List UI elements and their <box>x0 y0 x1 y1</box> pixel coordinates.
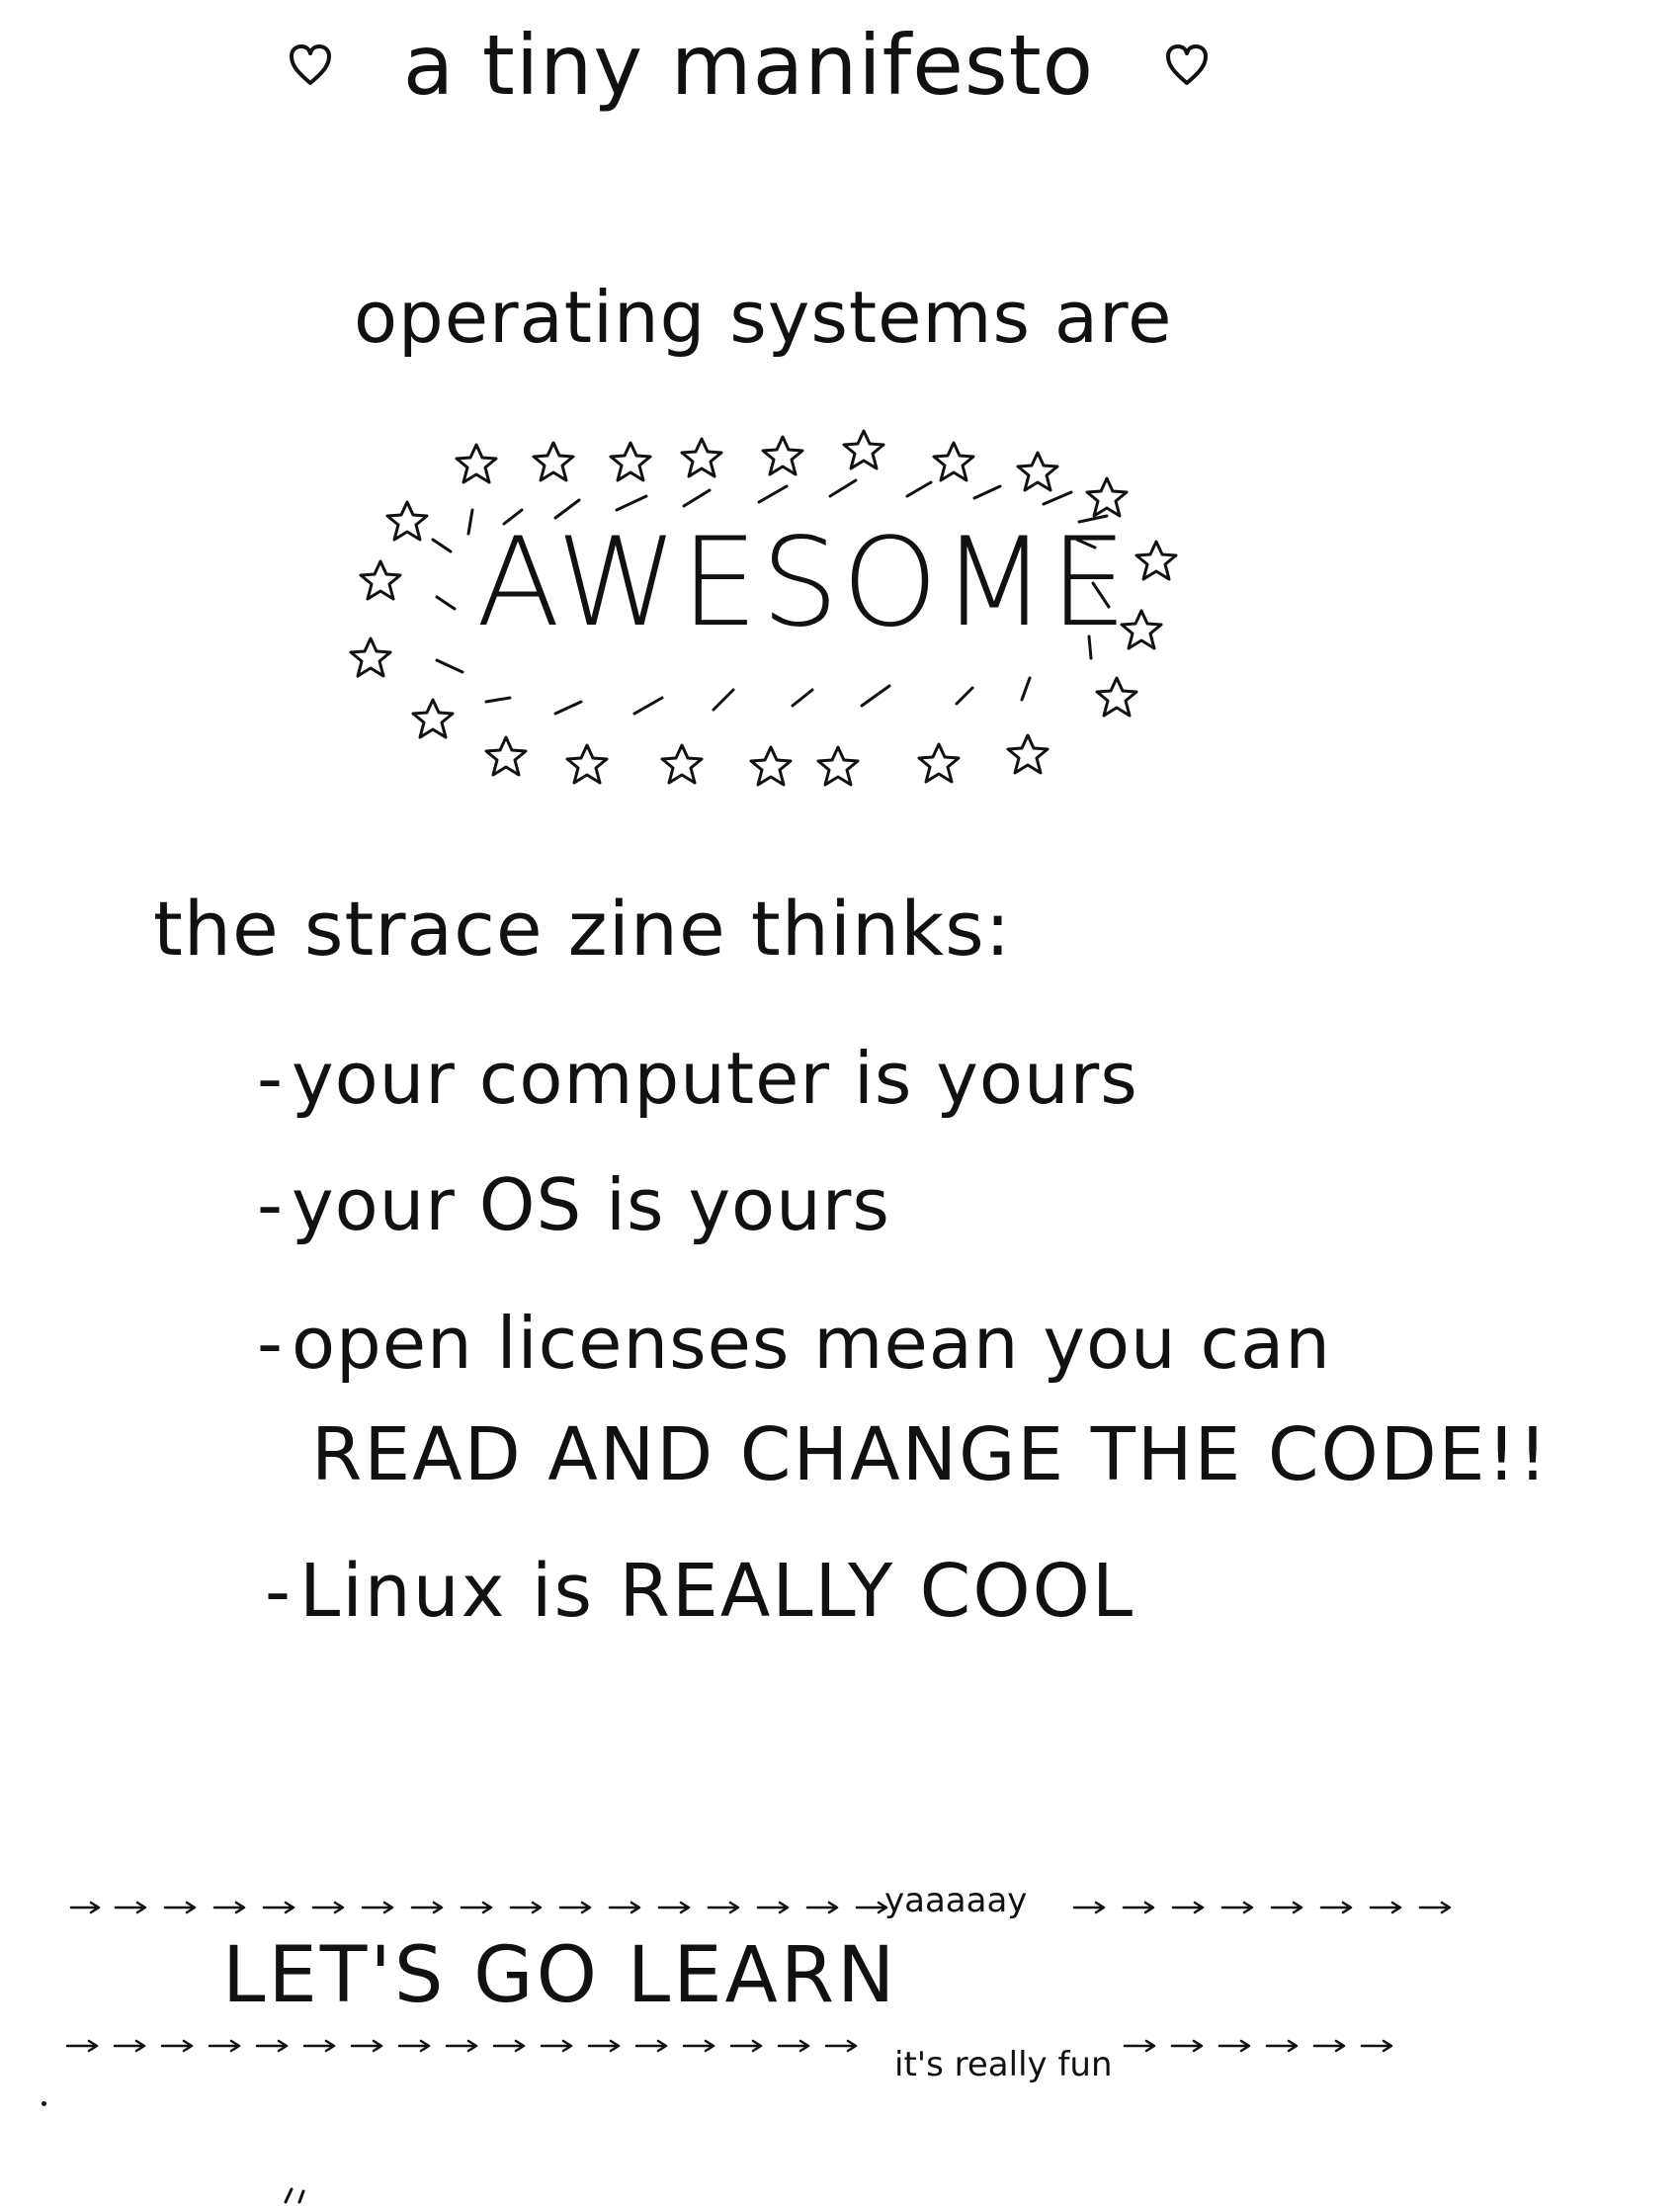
bullet-continuation: READ AND CHANGE THE CODE!! <box>311 1412 1550 1497</box>
star-icon <box>349 636 392 678</box>
star-icon <box>1006 733 1050 775</box>
title-text: a tiny manifesto <box>402 17 1095 115</box>
bullet-dash: - <box>257 1163 284 1246</box>
star-icon <box>609 441 652 482</box>
arrow-line-bottom <box>65 2039 1393 2053</box>
heart-icon <box>290 44 331 86</box>
star-icon <box>660 743 704 785</box>
star-icon <box>761 435 804 476</box>
ink-dot <box>42 2101 46 2106</box>
star-icon <box>411 698 455 739</box>
star-icon <box>1016 451 1059 492</box>
heart-icon <box>1165 44 1208 86</box>
arrow-annotation-yay: yaaaaay <box>884 1881 1028 1920</box>
star-ring <box>349 429 1178 787</box>
bullet-text: your OS is yours <box>292 1163 890 1246</box>
bullet-item: - Linux is REALLY COOL <box>265 1549 1135 1634</box>
manifesto-label: the strace zine thinks: <box>153 885 1012 973</box>
star-icon <box>385 500 429 542</box>
awesome-headline: AWESOME <box>476 512 1131 654</box>
star-icon <box>532 441 575 482</box>
star-icon <box>749 745 793 787</box>
bullet-text: open licenses mean you can <box>292 1302 1331 1385</box>
arrow-line-top <box>69 1901 1452 1914</box>
cutoff-mark <box>284 2187 305 2204</box>
cta-text: LET'S GO LEARN <box>222 1931 898 2020</box>
arrow-annotation-fun: it's really fun <box>894 2045 1113 2084</box>
bullet-text: Linux is REALLY COOL <box>299 1549 1135 1634</box>
star-icon <box>932 441 975 482</box>
star-icon <box>917 742 961 784</box>
star-icon <box>842 429 885 470</box>
star-icon <box>680 437 723 478</box>
bullet-item: - your OS is yours <box>257 1164 890 1246</box>
star-icon <box>359 559 402 601</box>
bullet-item: - your computer is yours <box>257 1038 1138 1120</box>
page-title: a tiny manifesto <box>287 18 1211 107</box>
star-icon <box>565 743 609 785</box>
bullet-dash: - <box>265 1550 292 1633</box>
bullet-item: - open licenses mean you can <box>257 1303 1331 1385</box>
star-icon <box>484 735 528 777</box>
star-icon <box>1085 476 1129 518</box>
star-icon <box>455 443 498 484</box>
bullet-dash: - <box>257 1302 284 1385</box>
dash-lines <box>431 478 1111 716</box>
star-icon <box>816 745 860 787</box>
bullet-text: your computer is yours <box>292 1037 1138 1120</box>
star-icon <box>1134 540 1178 581</box>
intro-text: operating systems are <box>354 276 1173 359</box>
star-icon <box>1095 676 1138 718</box>
bullet-dash: - <box>257 1037 284 1120</box>
